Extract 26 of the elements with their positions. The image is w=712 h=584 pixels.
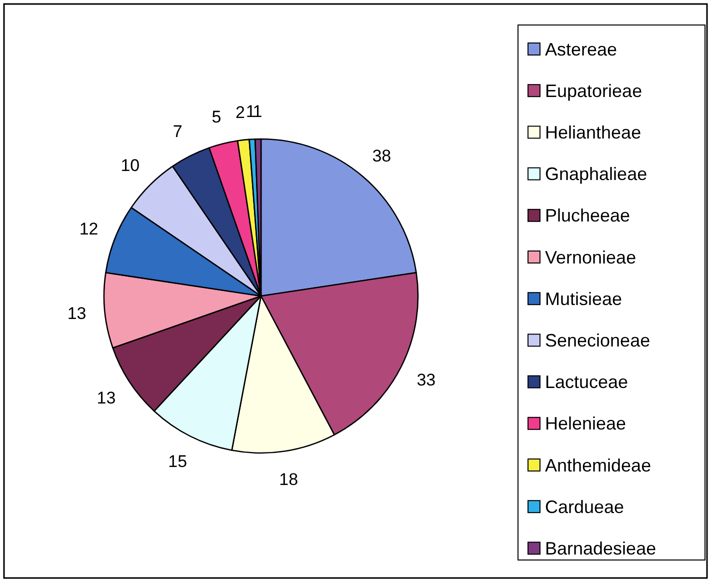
legend-label: Heliantheae <box>545 122 642 142</box>
data-label: 5 <box>212 107 222 126</box>
legend-label: Plucheeae <box>545 206 630 226</box>
legend-label: Barnadesieae <box>545 538 656 558</box>
data-label: 13 <box>96 388 116 408</box>
legend-label: Gnaphalieae <box>545 164 648 184</box>
data-label: 7 <box>172 122 182 141</box>
legend-label: Mutisieae <box>545 288 622 309</box>
legend-label: Vernonieae <box>545 247 636 268</box>
data-label: 13 <box>67 304 86 324</box>
data-label: 15 <box>168 452 188 472</box>
data-label: 10 <box>120 156 140 176</box>
data-label: 2 <box>236 103 246 122</box>
data-label: 33 <box>416 370 436 390</box>
data-label: 18 <box>279 470 298 489</box>
data-label: 1 <box>246 102 256 122</box>
legend-label: Eupatorieae <box>545 80 642 101</box>
legend-label: Lactuceae <box>545 372 628 392</box>
legend-label: Helenieae <box>545 414 626 434</box>
data-label: 1 <box>252 102 262 121</box>
legend-label: Anthemideae <box>545 455 652 476</box>
data-label: 38 <box>372 146 392 166</box>
legend-label: Astereae <box>545 39 618 60</box>
data-label: 12 <box>79 219 98 238</box>
legend-label: Cardueae <box>545 496 624 517</box>
legend-label: Senecioneae <box>545 330 650 350</box>
